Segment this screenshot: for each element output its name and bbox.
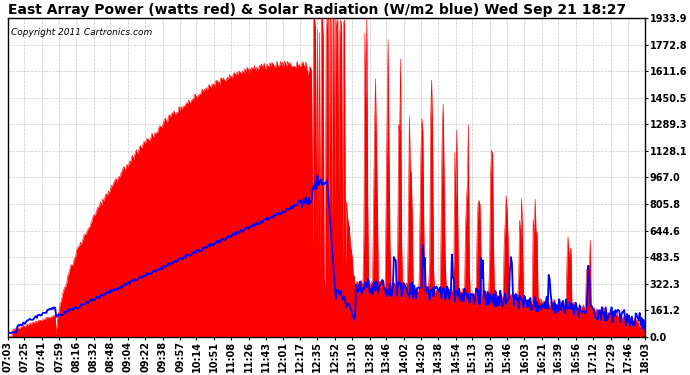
Text: Copyright 2011 Cartronics.com: Copyright 2011 Cartronics.com	[11, 27, 152, 36]
Text: East Array Power (watts red) & Solar Radiation (W/m2 blue) Wed Sep 21 18:27: East Array Power (watts red) & Solar Rad…	[8, 3, 626, 17]
